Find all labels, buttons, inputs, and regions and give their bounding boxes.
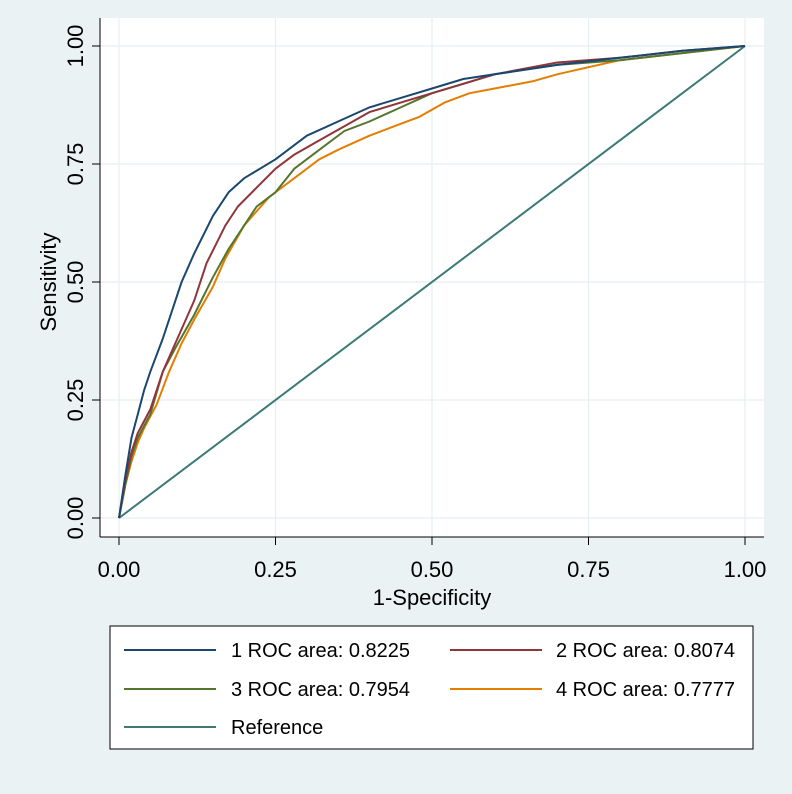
y-tick-label: 0.25 [63,379,88,422]
series-line-4 [118,45,746,519]
x-tick-label: 0.50 [411,557,454,582]
legend-box [109,625,754,750]
x-tick-label: 0.75 [567,557,610,582]
y-tick-label: 0.75 [63,143,88,186]
x-tick-label: 0.25 [254,557,297,582]
y-tick-label: 1.00 [63,25,88,68]
y-tick-label: 0.00 [63,497,88,540]
legend: 1 ROC area: 0.8225 2 ROC area: 0.8074 3 RO… [124,640,735,739]
legend-label-1: 1 ROC area: 0.8225 [231,640,410,662]
y-axis-title: Sensitivity [36,232,61,331]
legend-label-2: 2 ROC area: 0.8074 [556,640,735,662]
axes: 0.00 0.25 0.50 0.75 1.00 0.00 0.25 0.50 0.75 1.00 [63,18,766,582]
x-tick-label: 1.00 [724,557,767,582]
series-line-5 [118,45,746,519]
y-tick-label: 0.50 [63,261,88,304]
legend-label-3: 3 ROC area: 0.7954 [231,679,410,701]
series-line-1 [118,45,746,519]
x-tick-label: 0.00 [98,557,141,582]
x-axis-title: 1-Specificity [373,585,492,610]
series-lines [118,45,746,519]
legend-label-5: Reference [231,717,323,739]
legend-label-4: 4 ROC area: 0.7777 [556,679,735,701]
